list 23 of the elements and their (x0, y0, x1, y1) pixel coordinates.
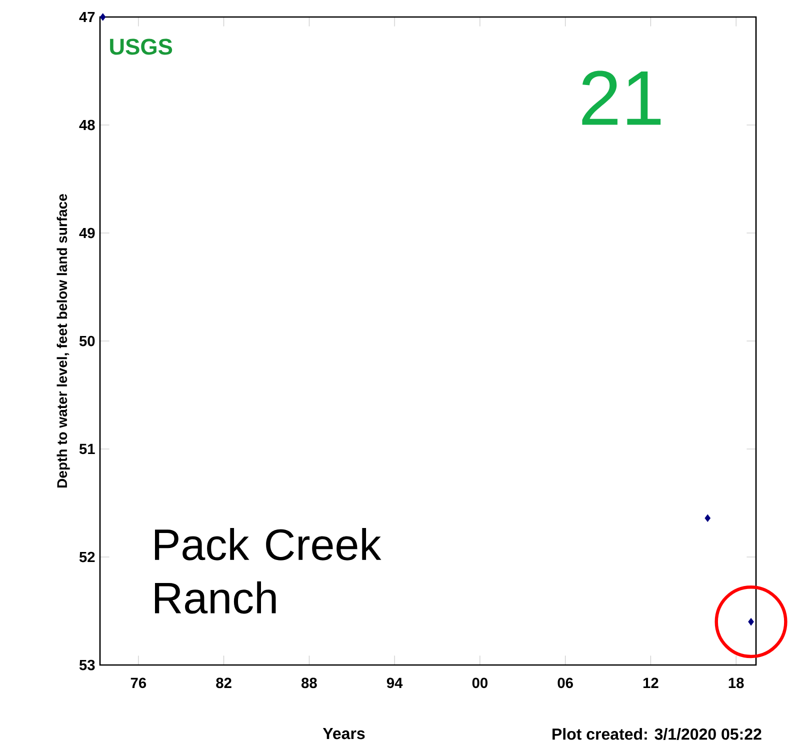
x-tick-label: 88 (301, 678, 317, 688)
x-tick-label: 82 (216, 678, 232, 688)
annotation: 21 (582, 70, 661, 125)
y-tick-label: 53 (79, 660, 95, 670)
y-tick-label: 48 (79, 120, 95, 130)
y-tick-label: 49 (79, 228, 95, 238)
x-tick-label: 76 (130, 678, 146, 688)
y-tick-label: 47 (79, 12, 95, 22)
x-axis-title: Years (322, 728, 365, 740)
text: Plot created: 3/1/2020 05:22 (552, 728, 762, 740)
y-tick-label: 50 (79, 336, 95, 346)
y-tick-label: 51 (79, 444, 95, 454)
point (100, 13, 106, 21)
x-tick-label: 00 (472, 678, 488, 688)
x-tick-label: 18 (728, 678, 744, 688)
y-axis-title: Depth to water level, feet below land surface (56, 194, 70, 488)
annotation: USGS (110, 38, 172, 55)
annotation: Pack Creek Ranch (154, 528, 382, 614)
x-tick-label: 94 (386, 678, 403, 688)
x-tick-label: 06 (558, 678, 573, 688)
point (704, 514, 710, 522)
x-tick-label: 12 (643, 678, 658, 688)
y-tick-label: 52 (79, 552, 95, 562)
